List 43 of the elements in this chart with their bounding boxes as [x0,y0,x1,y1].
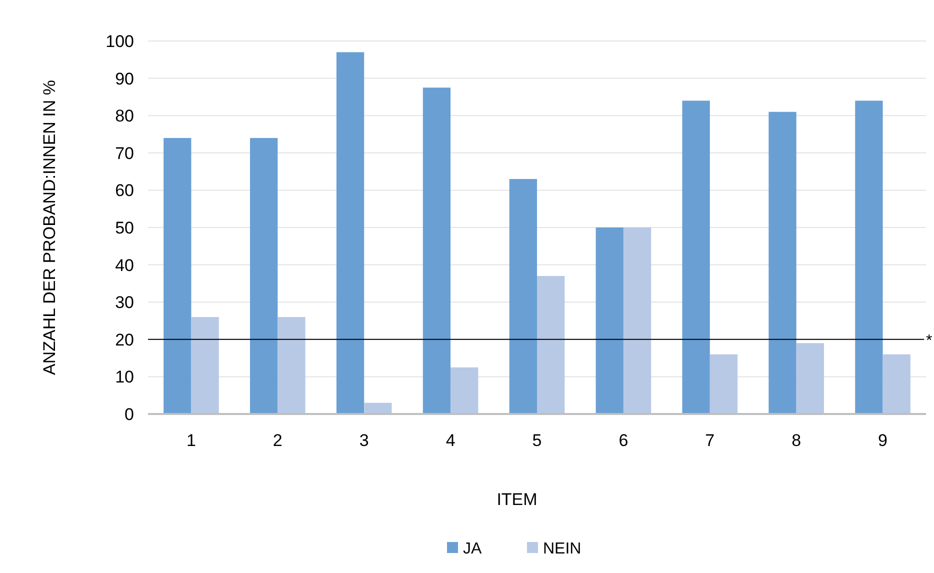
bar [278,317,306,414]
x-tick-label: 1 [186,431,196,450]
x-tick-label: 2 [272,431,282,450]
x-tick-label: 4 [446,431,456,450]
bar [450,367,478,414]
y-tick-label: 30 [115,293,134,312]
y-tick-label: 0 [124,404,134,424]
bar [796,343,824,414]
y-tick-label: 70 [115,144,134,163]
y-tick-label: 80 [115,106,134,126]
x-tick-label: 7 [705,431,715,450]
bar [882,354,910,414]
y-tick-label: 50 [115,218,134,238]
bar [336,52,364,414]
y-tick-label: 10 [115,368,134,387]
bar [422,88,451,414]
bar [682,100,710,414]
bar [596,228,624,414]
bar [164,138,192,414]
x-tick-label: 5 [532,431,542,450]
legend-label: JA [463,540,482,558]
bar [191,317,219,414]
bar [537,276,565,414]
bar [364,402,392,414]
y-axis-title: ANZAHL DER PROBAND:INNEN IN % [40,80,59,376]
x-tick-label: 6 [618,431,628,450]
x-tick-label: 3 [359,431,369,450]
y-tick-label: 20 [115,330,134,350]
legend-label: NEIN [543,540,582,558]
bar [250,138,278,414]
x-axis-title: ITEM [496,490,538,509]
y-tick-label: 60 [115,181,134,200]
y-tick-label: 90 [115,69,134,88]
bar [623,228,652,414]
ref-line-label: * [926,332,932,350]
bar [855,100,883,414]
y-tick-label: 100 [106,32,134,51]
x-tick-label: 9 [878,431,888,450]
bar [509,179,537,414]
bar [710,354,738,414]
bar [768,112,796,414]
x-tick-label: 8 [792,431,802,450]
y-tick-label: 40 [115,256,134,275]
